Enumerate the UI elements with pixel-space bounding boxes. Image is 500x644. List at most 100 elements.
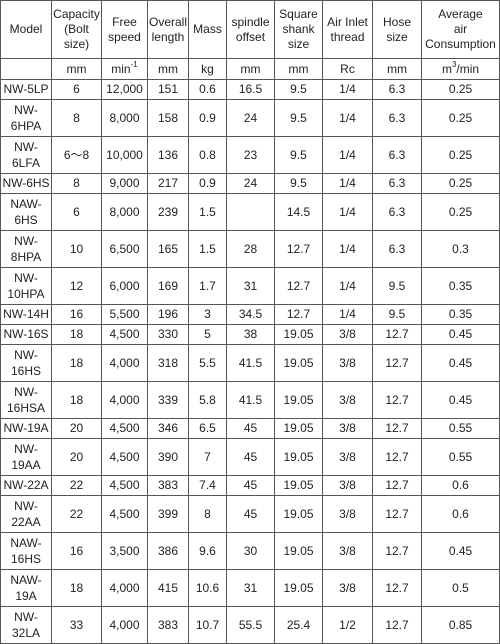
cell-hose: 12.7	[372, 344, 422, 382]
cell-air: 0.3	[421, 230, 500, 268]
cell-speed: 4,500	[101, 475, 148, 496]
table-row: NW- 6LFA 6～8 10,000 136 0.8 23 9.5 1/4 6.3 0.25	[0, 136, 500, 174]
cell-mass: 1.5	[188, 230, 227, 268]
cell-thread: 1/4	[322, 99, 373, 137]
cell-model: NAW- 16HS	[0, 532, 52, 570]
cell-capacity: 8	[51, 173, 102, 194]
cell-mass: 5.5	[188, 344, 227, 382]
cell-length: 399	[147, 495, 189, 533]
cell-air: 0.6	[421, 495, 500, 533]
cell-shank: 19.05	[274, 475, 323, 496]
unit-length: mm	[147, 58, 189, 80]
header-length: Overall length	[147, 0, 189, 59]
header-thread: Air Inlet thread	[322, 0, 373, 59]
cell-thread: 3/8	[322, 569, 373, 607]
cell-thread: 1/4	[322, 193, 373, 231]
cell-capacity: 10	[51, 230, 102, 268]
cell-mass: 9.6	[188, 532, 227, 570]
cell-hose: 12.7	[372, 475, 422, 496]
cell-thread: 1/4	[322, 79, 373, 100]
cell-mass: 3	[188, 304, 227, 325]
cell-length: 239	[147, 193, 189, 231]
cell-air: 0.6	[421, 475, 500, 496]
cell-model: NAW- 6HS	[0, 193, 52, 231]
cell-air: 0.35	[421, 267, 500, 305]
table-row: NW-19A 20 4,500 346 6.5 45 19.05 3/8 12.7 0.55	[0, 418, 500, 439]
cell-offset: 16.5	[226, 79, 275, 100]
cell-thread: 3/8	[322, 344, 373, 382]
cell-speed: 6,000	[101, 267, 148, 305]
cell-shank: 12.7	[274, 304, 323, 325]
cell-offset: 45	[226, 418, 275, 439]
table-row: NAW- 16HS 16 3,500 386 9.6 30 19.05 3/8 12.7 0.45	[0, 532, 500, 570]
table-row: NW-5LP 6 12,000 151 0.6 16.5 9.5 1/4 6.3 0.25	[0, 79, 500, 100]
table-row: NW- 10HPA 12 6,000 169 1.7 31 12.7 1/4 9.5 0.35	[0, 267, 500, 305]
unit-air: m3/min	[421, 58, 500, 80]
cell-length: 390	[147, 438, 189, 476]
cell-capacity: 18	[51, 569, 102, 607]
cell-model: NW- 10HPA	[0, 267, 52, 305]
cell-model: NW- 16HS	[0, 344, 52, 382]
header-model: Model	[0, 0, 52, 59]
cell-model: NW- 6HPA	[0, 99, 52, 137]
cell-air: 0.45	[421, 324, 500, 345]
cell-thread: 3/8	[322, 475, 373, 496]
table-row: NW- 16HS 18 4,000 318 5.5 41.5 19.05 3/8 12.7 0.45	[0, 344, 500, 382]
table-row: NW- 19AA 20 4,500 390 7 45 19.05 3/8 12.7 0.55	[0, 438, 500, 476]
cell-thread: 1/4	[322, 173, 373, 194]
cell-model: NW- 8HPA	[0, 230, 52, 268]
cell-length: 217	[147, 173, 189, 194]
header-capacity: Capacity (Bolt size)	[51, 0, 102, 59]
cell-hose: 12.7	[372, 438, 422, 476]
cell-mass: 6.5	[188, 418, 227, 439]
cell-air: 0.55	[421, 418, 500, 439]
cell-hose: 12.7	[372, 381, 422, 419]
table-row: NAW- 6HS 6 8,000 239 1.5 14.5 1/4 6.3 0.25	[0, 193, 500, 231]
table-row: NW-14H 16 5,500 196 3 34.5 12.7 1/4 9.5 0.35	[0, 304, 500, 325]
cell-capacity: 16	[51, 532, 102, 570]
cell-length: 339	[147, 381, 189, 419]
header-speed: Free speed	[101, 0, 148, 59]
unit-hose: mm	[372, 58, 422, 80]
cell-mass: 8	[188, 495, 227, 533]
header-shank: Square shank size	[274, 0, 323, 59]
cell-capacity: 20	[51, 438, 102, 476]
cell-length: 330	[147, 324, 189, 345]
cell-model: NW-16S	[0, 324, 52, 345]
cell-offset	[226, 193, 275, 231]
cell-mass: 10.6	[188, 569, 227, 607]
cell-mass: 5.8	[188, 381, 227, 419]
cell-model: NW-6HS	[0, 173, 52, 194]
cell-air: 0.25	[421, 173, 500, 194]
cell-speed: 3,500	[101, 532, 148, 570]
cell-capacity: 6	[51, 193, 102, 231]
cell-shank: 19.05	[274, 344, 323, 382]
cell-model: NW-14H	[0, 304, 52, 325]
cell-shank: 9.5	[274, 99, 323, 137]
cell-hose: 12.7	[372, 495, 422, 533]
cell-offset: 45	[226, 475, 275, 496]
units-row: mm min-1 mm kg mm mm Rc mm m3/min	[0, 58, 500, 80]
cell-hose: 6.3	[372, 79, 422, 100]
cell-length: 165	[147, 230, 189, 268]
cell-thread: 3/8	[322, 418, 373, 439]
cell-shank: 19.05	[274, 438, 323, 476]
cell-length: 158	[147, 99, 189, 137]
unit-shank: mm	[274, 58, 323, 80]
table-row: NW- 16HSA 18 4,000 339 5.8 41.5 19.05 3/8 12.7 0.4…	[0, 381, 500, 419]
cell-air: 0.25	[421, 99, 500, 137]
cell-model: NW- 22AA	[0, 495, 52, 533]
cell-shank: 19.05	[274, 569, 323, 607]
cell-offset: 30	[226, 532, 275, 570]
cell-hose: 12.7	[372, 532, 422, 570]
cell-speed: 8,000	[101, 99, 148, 137]
cell-air: 0.5	[421, 569, 500, 607]
cell-length: 169	[147, 267, 189, 305]
cell-offset: 45	[226, 495, 275, 533]
cell-capacity: 6～8	[51, 136, 102, 174]
unit-thread: Rc	[322, 58, 373, 80]
table-row: NW-6HS 8 9,000 217 0.9 24 9.5 1/4 6.3 0.25	[0, 173, 500, 194]
cell-mass: 0.9	[188, 99, 227, 137]
cell-offset: 31	[226, 569, 275, 607]
cell-capacity: 20	[51, 418, 102, 439]
